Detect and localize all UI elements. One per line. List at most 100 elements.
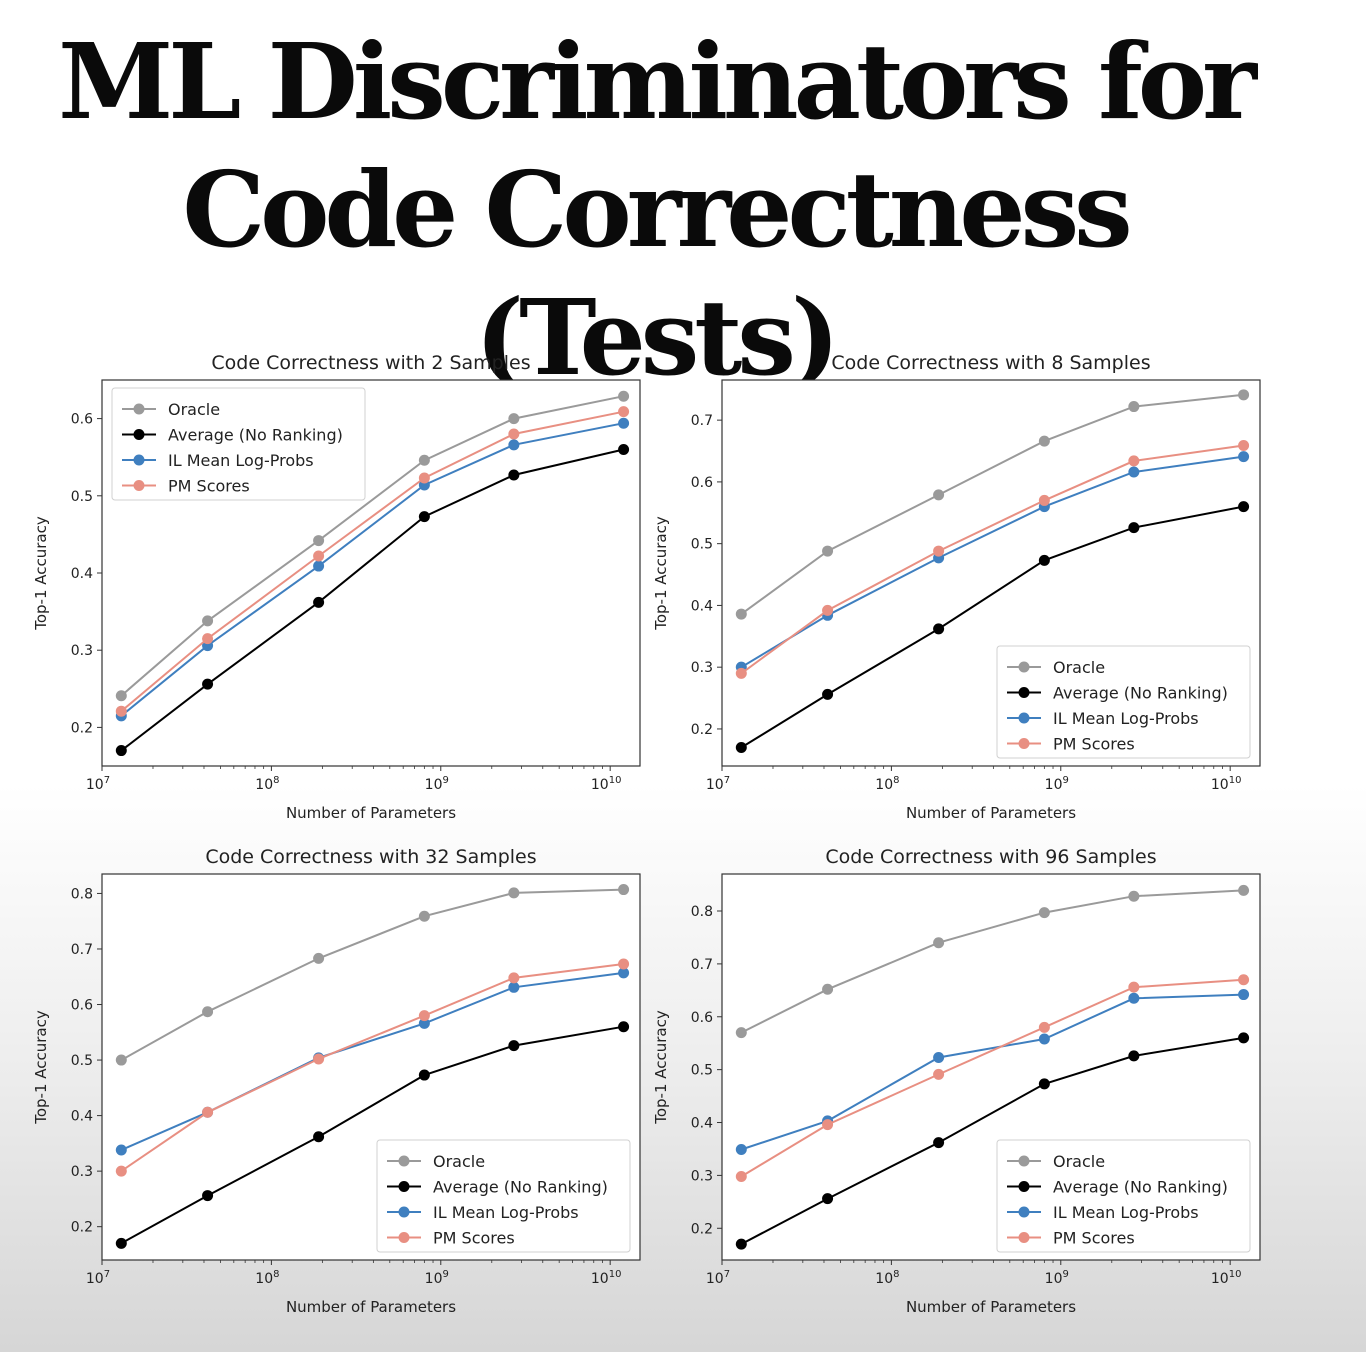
series-line	[740, 455, 1244, 669]
x-axis-label: Number of Parameters	[286, 1298, 456, 1316]
x-tick-label: 107	[86, 775, 110, 793]
data-point	[1128, 981, 1140, 993]
series-average-no-ranking	[735, 1032, 1250, 1250]
series-line	[740, 1036, 1244, 1245]
y-tick-label: 0.4	[691, 1116, 713, 1132]
data-point	[1038, 554, 1050, 566]
x-tick-label: 108	[255, 1269, 279, 1287]
data-point	[508, 981, 520, 993]
series-line	[740, 505, 1244, 749]
data-point	[418, 1069, 430, 1081]
legend-swatch-marker	[1018, 687, 1030, 698]
y-axis-label: Top-1 Accuracy	[32, 516, 50, 631]
data-point	[933, 545, 945, 557]
legend-swatch-marker	[133, 454, 145, 466]
legend-label: IL Mean Log-Probs	[168, 451, 314, 470]
x-tick-label: 109	[1045, 775, 1069, 793]
x-tick-exp: 7	[724, 1269, 730, 1280]
data-point	[1128, 1050, 1140, 1062]
chart-title: Code Correctness with 2 Samples	[211, 352, 530, 374]
x-tick-label: 1010	[591, 775, 622, 793]
legend-swatch-marker	[1018, 1181, 1030, 1192]
x-tick-label: 108	[875, 775, 899, 793]
data-point	[822, 545, 834, 557]
x-tick-exp: 9	[1063, 775, 1069, 786]
data-point	[1128, 992, 1140, 1004]
data-point	[1128, 890, 1140, 902]
x-tick-exp: 7	[104, 1269, 110, 1280]
series-line	[120, 422, 624, 717]
data-point	[618, 1021, 630, 1033]
x-tick-base: 10	[591, 777, 609, 793]
data-point	[822, 688, 834, 700]
data-point	[418, 472, 430, 484]
data-point	[1238, 1032, 1250, 1044]
y-tick-label: 0.8	[71, 886, 93, 902]
legend-box	[376, 1139, 631, 1253]
x-tick-exp: 8	[893, 1269, 899, 1280]
chart-32-samples: Code Correctness with 32 Samples 0.2 0.3 0.…	[32, 846, 641, 1316]
data-point	[1038, 435, 1050, 447]
y-tick-label: 0.2	[691, 1221, 713, 1237]
data-point	[202, 615, 214, 627]
series-line	[740, 978, 1244, 1178]
legend-label: Oracle	[1053, 1152, 1105, 1171]
data-point	[1038, 494, 1050, 506]
data-point	[508, 1040, 520, 1052]
data-point	[115, 745, 127, 757]
x-tick-base: 10	[875, 1271, 893, 1287]
legend-swatch-marker	[1018, 661, 1030, 673]
x-tick-label: 107	[86, 1269, 110, 1287]
series-pm-scores	[735, 439, 1250, 679]
x-tick-label: 107	[706, 1269, 730, 1287]
y-tick-label: 0.3	[71, 643, 93, 659]
chart-title: Code Correctness with 32 Samples	[205, 846, 536, 868]
legend-label: PM Scores	[1053, 735, 1135, 754]
x-axis-label: Number of Parameters	[906, 804, 1076, 822]
legend-item-il-mean-log-probs: IL Mean Log-Probs	[1007, 1203, 1199, 1222]
legend-swatch-marker	[398, 1232, 410, 1243]
x-tick-base: 10	[425, 777, 443, 793]
chart-title: Code Correctness with 96 Samples	[825, 846, 1156, 868]
x-tick-label: 1010	[591, 1269, 622, 1287]
data-point	[822, 1119, 834, 1131]
y-tick-label: 0.2	[71, 720, 93, 736]
x-tick-base: 10	[706, 777, 724, 793]
data-point	[115, 1144, 127, 1156]
y-tick-label: 0.5	[691, 1063, 713, 1079]
x-tick-exp: 8	[273, 775, 279, 786]
legend-box	[996, 645, 1251, 759]
series-line	[740, 444, 1244, 675]
x-tick-exp: 10	[1229, 775, 1242, 786]
x-tick-exp: 10	[609, 775, 622, 786]
x-tick-base: 10	[706, 1271, 724, 1287]
data-point	[933, 623, 945, 635]
series-line	[120, 395, 624, 697]
legend-swatch-marker	[398, 1155, 410, 1167]
x-tick-exp: 9	[443, 775, 449, 786]
x-tick-exp: 8	[893, 775, 899, 786]
y-tick-label: 0.2	[71, 1220, 93, 1236]
data-point	[735, 667, 747, 679]
legend-item-oracle: Oracle	[122, 400, 220, 419]
x-tick-label: 108	[875, 1269, 899, 1287]
y-tick-label: 0.3	[71, 1164, 93, 1180]
series-line	[120, 1025, 624, 1245]
legend-item-oracle: Oracle	[387, 1152, 485, 1171]
series-oracle	[115, 390, 630, 702]
legend-label: Oracle	[1053, 658, 1105, 677]
y-tick-label: 0.7	[71, 942, 93, 958]
slide-title: ML Discriminators for Code Correctness (…	[0, 18, 1310, 402]
legend-item-pm-scores: PM Scores	[1007, 735, 1135, 754]
data-point	[508, 469, 520, 481]
y-tick-label: 0.4	[71, 1109, 93, 1125]
x-tick-label: 109	[425, 1269, 449, 1287]
legend-swatch-marker	[1018, 712, 1030, 724]
data-point	[418, 511, 430, 523]
legend: Oracle Average (No Ranking) IL Mean Log-Pr…	[996, 1139, 1251, 1253]
x-tick-exp: 7	[724, 775, 730, 786]
data-point	[618, 390, 630, 402]
slide-title-line-1: ML Discriminators for	[58, 20, 1257, 143]
data-point	[1128, 401, 1140, 413]
data-point	[735, 1143, 747, 1155]
